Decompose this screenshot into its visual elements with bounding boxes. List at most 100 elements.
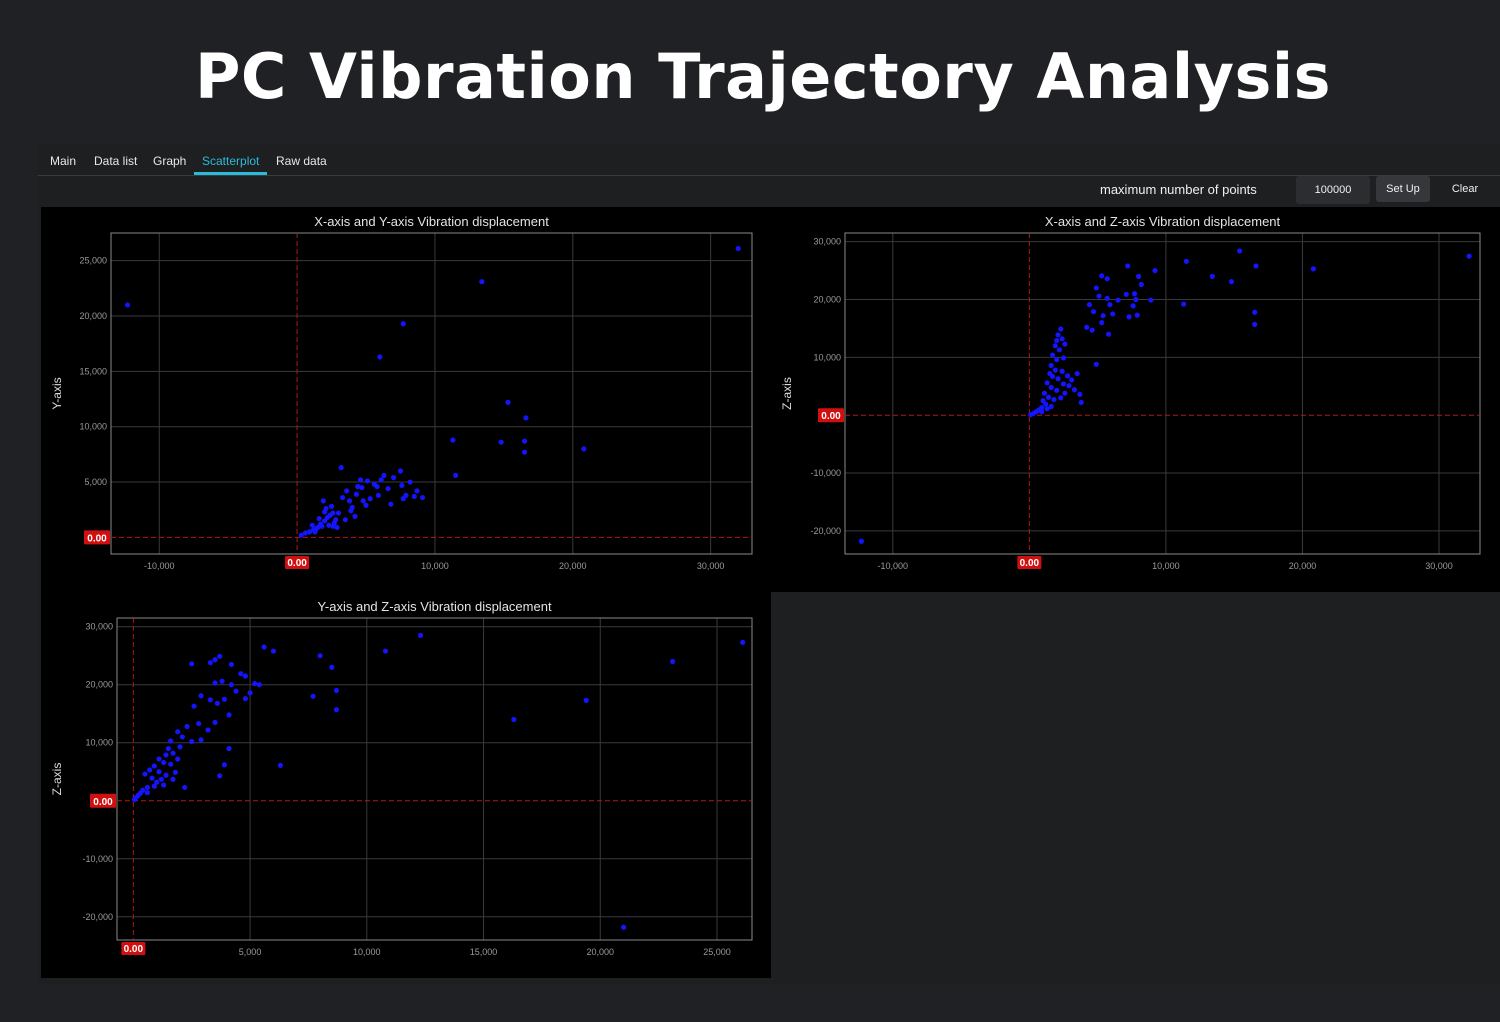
scatter-point bbox=[1237, 248, 1243, 254]
scatter-point bbox=[1181, 301, 1187, 307]
scatter-point bbox=[1069, 377, 1075, 383]
scatter-point bbox=[1138, 281, 1144, 288]
scatter-point bbox=[1136, 273, 1142, 279]
scatter-point bbox=[1252, 321, 1258, 327]
scatter-point bbox=[419, 494, 426, 501]
scatter-point bbox=[161, 782, 167, 788]
x-zero-label-bg bbox=[1017, 556, 1042, 569]
scatter-point bbox=[355, 483, 361, 490]
scatter-point bbox=[1041, 390, 1047, 396]
scatter-point bbox=[1131, 291, 1138, 297]
scatter-point bbox=[498, 439, 504, 445]
scatter-point bbox=[1044, 406, 1050, 412]
scatter-point bbox=[309, 522, 315, 528]
scatter-point bbox=[375, 492, 382, 498]
scatter-point bbox=[399, 482, 405, 488]
scatter-point bbox=[374, 483, 380, 490]
app-window: Main Data list Graph Scatterplot Raw dat… bbox=[38, 145, 1500, 985]
scatter-point bbox=[620, 924, 627, 930]
tab-raw-data[interactable]: Raw data bbox=[276, 154, 327, 168]
y-axis-label: Z-axis bbox=[50, 763, 64, 796]
scatter-point bbox=[226, 745, 232, 752]
scatter-point bbox=[212, 719, 218, 726]
x-tick-label: 20,000 bbox=[586, 947, 614, 957]
scatter-point bbox=[357, 477, 364, 483]
scatter-point bbox=[583, 697, 589, 703]
scatter-point bbox=[144, 784, 150, 791]
scatter-point bbox=[1056, 347, 1062, 353]
scatter-point bbox=[175, 729, 181, 735]
scatter-point bbox=[329, 664, 335, 670]
scatter-point bbox=[175, 756, 181, 762]
scatter-point bbox=[1126, 314, 1132, 320]
scatter-point bbox=[189, 661, 195, 667]
scatter-point bbox=[156, 756, 162, 762]
scatter-point bbox=[238, 671, 244, 677]
x-tick-label: 10,000 bbox=[421, 561, 449, 571]
scatter-point bbox=[1058, 326, 1064, 332]
y-tick-label: -10,000 bbox=[810, 468, 841, 478]
active-tab-indicator bbox=[194, 172, 267, 175]
scatter-point bbox=[1089, 327, 1095, 333]
scatter-point bbox=[242, 673, 249, 679]
scatter-point bbox=[1134, 312, 1140, 318]
scatter-point bbox=[207, 660, 213, 666]
scatter-point bbox=[172, 769, 178, 775]
scatter-point bbox=[363, 502, 369, 508]
tab-data-list[interactable]: Data list bbox=[94, 154, 138, 168]
setup-button[interactable]: Set Up bbox=[1376, 176, 1430, 202]
scatter-point bbox=[261, 644, 267, 650]
scatter-point bbox=[252, 680, 258, 687]
scatter-point bbox=[184, 723, 190, 730]
scatter-point bbox=[390, 475, 397, 481]
scatter-point bbox=[1077, 391, 1083, 397]
max-points-input[interactable] bbox=[1296, 176, 1370, 204]
y-tick-label: 30,000 bbox=[85, 622, 113, 632]
scatter-point bbox=[1093, 361, 1099, 367]
scatter-point bbox=[312, 529, 318, 535]
tab-scatterplot[interactable]: Scatterplot bbox=[202, 154, 260, 168]
scatter-point bbox=[417, 632, 424, 639]
scatter-point bbox=[1054, 337, 1060, 344]
scatter-point bbox=[1028, 412, 1034, 418]
y-zero-label-bg bbox=[90, 793, 116, 808]
scatter-point bbox=[479, 279, 485, 285]
plot-area-border bbox=[844, 232, 1481, 555]
scatter-point bbox=[397, 468, 404, 474]
scatter-point bbox=[168, 738, 174, 744]
scatter-point bbox=[1110, 311, 1116, 317]
scatter-point bbox=[339, 494, 346, 501]
x-tick-label: 20,000 bbox=[559, 561, 587, 571]
scatter-point bbox=[377, 354, 383, 360]
scatter-point bbox=[453, 472, 459, 479]
page-title: PC Vibration Trajectory Analysis bbox=[194, 40, 1332, 113]
scatter-point bbox=[367, 496, 373, 502]
scatter-point bbox=[1084, 324, 1090, 330]
x-tick-label: 30,000 bbox=[697, 561, 725, 571]
tab-graph[interactable]: Graph bbox=[153, 154, 187, 168]
y-tick-label-zero: 0.00 bbox=[87, 533, 107, 544]
scatter-point bbox=[298, 532, 304, 538]
scatter-point bbox=[161, 759, 167, 766]
scatter-point bbox=[124, 302, 131, 308]
scatter-point bbox=[1130, 303, 1136, 309]
scatter-point bbox=[1058, 395, 1064, 401]
scatter-point bbox=[1105, 331, 1112, 337]
xy-scatter-chart: X-axis and Y-axis Vibration displacement… bbox=[41, 207, 771, 592]
x-zero-label-bg bbox=[285, 556, 310, 569]
chart-title: X-axis and Y-axis Vibration displacement bbox=[314, 214, 549, 229]
tab-main[interactable]: Main bbox=[50, 154, 77, 168]
scatter-point bbox=[149, 775, 155, 781]
scatter-point bbox=[221, 696, 227, 702]
scatter-point bbox=[319, 523, 325, 529]
scatter-point bbox=[317, 653, 323, 659]
plot-area-border bbox=[110, 232, 753, 555]
scatter-point bbox=[348, 508, 354, 514]
scatter-point bbox=[277, 762, 284, 768]
clear-button[interactable]: Clear bbox=[1436, 176, 1494, 202]
scatter-point bbox=[330, 510, 336, 516]
scatter-point bbox=[242, 696, 249, 702]
y-tick-label-zero: 0.00 bbox=[93, 797, 113, 808]
scatter-point bbox=[205, 727, 211, 733]
scatter-point bbox=[1043, 401, 1049, 407]
